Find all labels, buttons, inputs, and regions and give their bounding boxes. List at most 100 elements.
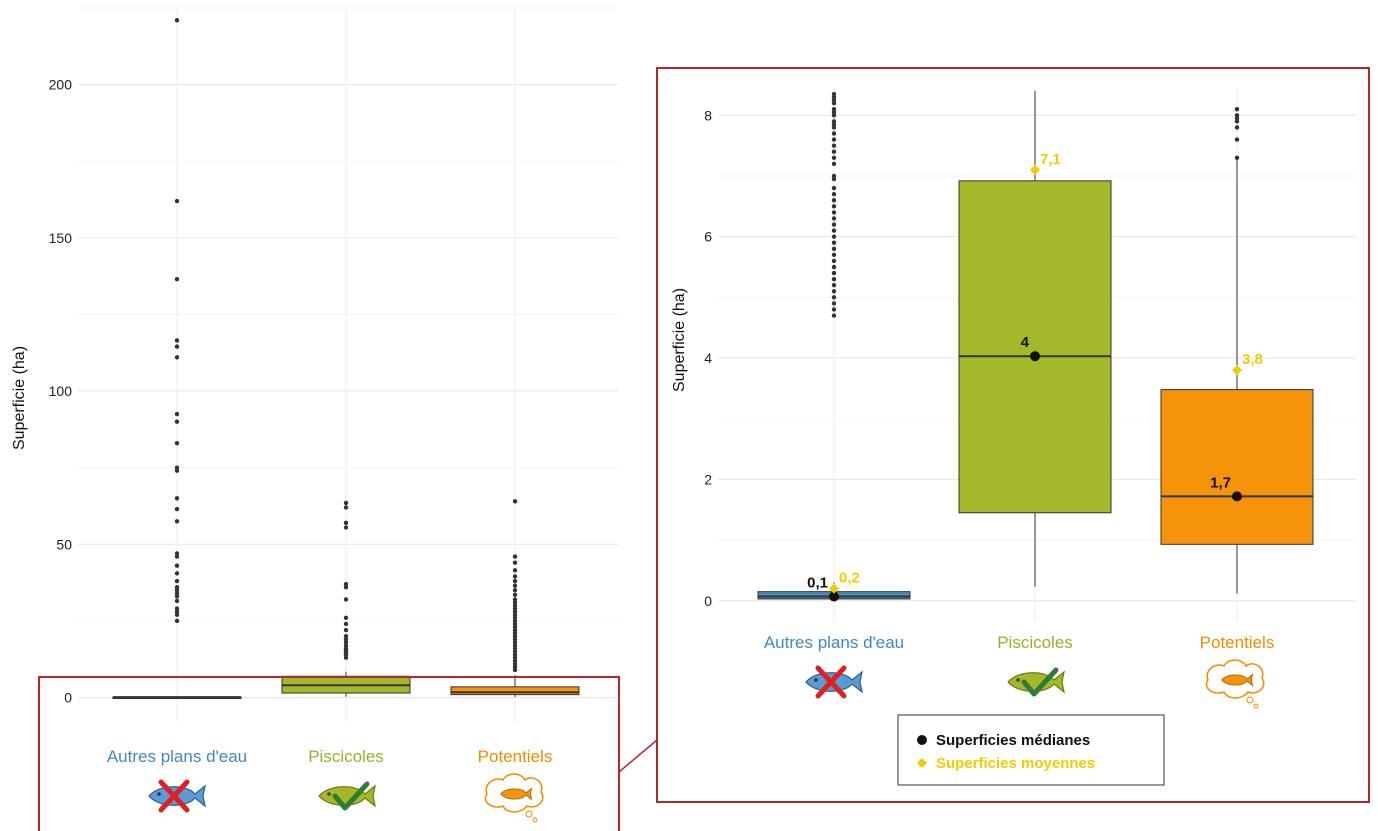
zoom-region-frame — [38, 676, 620, 831]
outlier-point — [174, 591, 180, 596]
outlier-point — [174, 411, 180, 417]
outlier-point — [1234, 107, 1240, 112]
median-marker — [829, 591, 839, 602]
outlier-point — [512, 603, 518, 608]
legend-box — [897, 714, 1165, 786]
outlier-point — [343, 621, 349, 627]
outlier-point — [512, 499, 518, 504]
outlier-point — [174, 571, 180, 576]
outlier-point — [831, 295, 837, 300]
outlier-point — [831, 94, 837, 100]
mean-value-label: 7,1 — [1040, 151, 1061, 168]
outlier-point — [174, 519, 180, 524]
outlier-point — [1234, 113, 1240, 118]
outlier-point — [174, 18, 180, 23]
legend: Superficies médianes Superficies moyenne… — [897, 714, 1165, 786]
outlier-point — [831, 185, 837, 191]
full-y-ticks: 0 50 100 150 200 — [49, 77, 73, 706]
outlier-point — [174, 419, 180, 424]
outlier-point — [343, 597, 349, 602]
outlier-point — [831, 131, 837, 136]
outlier-point — [1234, 155, 1240, 160]
outlier-point — [174, 618, 180, 624]
mean-marker — [829, 583, 839, 594]
outlier-point — [1234, 119, 1240, 124]
zoom-y-ticks: 0 2 4 6 8 — [704, 107, 712, 608]
box-3 — [450, 499, 580, 698]
outlier-point — [174, 578, 180, 584]
y-tick-label: 0 — [704, 593, 712, 609]
outlier-point — [343, 520, 349, 526]
outlier-point — [174, 465, 180, 470]
full-y-axis-label: Superficie (ha) — [11, 346, 28, 450]
checked-fish-icon — [1007, 667, 1065, 697]
outlier-point — [343, 505, 349, 510]
outlier-point — [831, 97, 837, 103]
outlier-point — [512, 588, 518, 593]
outlier-point — [512, 618, 518, 624]
outlier-point — [831, 161, 837, 167]
outlier-point — [174, 506, 180, 512]
outlier-point — [512, 612, 518, 617]
outlier-point — [831, 210, 837, 215]
outlier-point — [831, 222, 837, 227]
outlier-point — [174, 598, 180, 604]
y-tick-label: 50 — [56, 536, 72, 552]
outlier-point — [512, 664, 518, 670]
box-1 — [112, 18, 242, 700]
outlier-point — [831, 240, 837, 245]
outlier-point — [174, 355, 180, 360]
median-value-label: 4 — [1021, 334, 1030, 351]
outlier-point — [174, 588, 180, 593]
outlier-point — [831, 289, 837, 294]
crossed-fish-icon — [148, 779, 206, 813]
full-boxes — [112, 18, 580, 700]
y-tick-label: 6 — [704, 229, 712, 245]
crossed-fish-icon — [805, 665, 863, 699]
dream-fish-icon — [1205, 659, 1265, 709]
outlier-point — [512, 652, 518, 657]
outlier-point — [512, 624, 518, 630]
outlier-point — [831, 107, 837, 112]
outlier-point — [831, 198, 837, 203]
outlier-point — [343, 637, 349, 642]
y-tick-label: 2 — [704, 471, 712, 487]
legend-mean-marker — [917, 758, 927, 768]
full-category-labels: Autres plans d'eau Piscicoles Potentiels — [107, 747, 552, 766]
outlier-point — [174, 496, 180, 501]
outlier-point — [174, 468, 180, 473]
outlier-point — [831, 191, 837, 197]
zoom-category-labels: Autres plans d'eau Piscicoles Potentiels — [764, 633, 1274, 652]
category-label: Potentiels — [478, 747, 553, 766]
outlier-point — [512, 574, 518, 579]
legend-median-marker — [917, 735, 927, 745]
full-grid — [78, 7, 618, 722]
outlier-point — [831, 283, 837, 288]
median-value-label: 0,1 — [807, 575, 828, 592]
outlier-point — [831, 125, 837, 130]
zoom-connector-line — [618, 739, 658, 773]
outlier-point — [831, 176, 837, 182]
box-2 — [958, 91, 1112, 587]
outlier-point — [343, 655, 349, 660]
outlier-point — [512, 637, 518, 642]
outlier-point — [831, 173, 837, 179]
outlier-point — [512, 568, 518, 573]
zoom-boxes: 0,1 4 1,7 0,2 7,1 3,8 — [757, 91, 1314, 602]
outlier-point — [831, 276, 837, 282]
outlier-point — [831, 313, 837, 318]
y-tick-label: 200 — [49, 77, 73, 93]
outlier-point — [831, 137, 837, 142]
outlier-point — [831, 91, 837, 97]
outlier-point — [512, 615, 518, 621]
outlier-point — [512, 578, 518, 584]
outlier-point — [343, 633, 349, 639]
outlier-point — [831, 258, 837, 264]
y-tick-label: 100 — [49, 383, 73, 399]
outlier-point — [1234, 137, 1240, 142]
outlier-point — [512, 583, 518, 588]
outlier-point — [512, 655, 518, 660]
outlier-point — [512, 630, 518, 636]
outlier-point — [831, 122, 837, 127]
